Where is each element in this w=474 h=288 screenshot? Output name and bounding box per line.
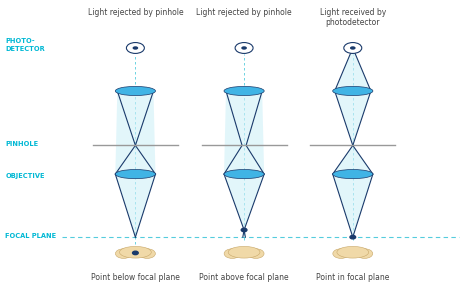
Polygon shape — [335, 48, 371, 91]
Ellipse shape — [248, 249, 264, 258]
Text: Light rejected by pinhole: Light rejected by pinhole — [196, 8, 292, 17]
Polygon shape — [335, 91, 371, 145]
Ellipse shape — [115, 170, 155, 179]
Circle shape — [127, 43, 145, 54]
Text: Point above focal plane: Point above focal plane — [199, 272, 289, 282]
Text: Point below focal plane: Point below focal plane — [91, 272, 180, 282]
Ellipse shape — [337, 246, 369, 258]
Polygon shape — [115, 174, 155, 237]
Circle shape — [344, 43, 362, 54]
Circle shape — [133, 46, 138, 50]
Ellipse shape — [116, 249, 132, 258]
Text: OBJECTIVE: OBJECTIVE — [5, 173, 45, 179]
Ellipse shape — [115, 86, 155, 96]
Ellipse shape — [119, 246, 151, 258]
Circle shape — [350, 235, 356, 239]
Ellipse shape — [333, 170, 373, 179]
Ellipse shape — [228, 246, 260, 258]
Polygon shape — [115, 91, 155, 174]
Ellipse shape — [224, 170, 264, 179]
Text: PINHOLE: PINHOLE — [5, 141, 38, 147]
Ellipse shape — [224, 86, 264, 96]
Polygon shape — [333, 145, 373, 174]
Circle shape — [350, 46, 356, 50]
Text: Light rejected by pinhole: Light rejected by pinhole — [88, 8, 183, 17]
Circle shape — [241, 228, 247, 232]
Circle shape — [241, 46, 247, 50]
Text: Light received by
photodetector: Light received by photodetector — [319, 8, 386, 27]
Ellipse shape — [224, 249, 240, 258]
Polygon shape — [224, 174, 264, 230]
Ellipse shape — [333, 86, 373, 96]
Ellipse shape — [333, 249, 349, 258]
Polygon shape — [224, 91, 264, 174]
Text: FOCAL PLANE: FOCAL PLANE — [5, 233, 56, 239]
Text: PHOTO-
DETECTOR: PHOTO- DETECTOR — [5, 38, 45, 52]
Ellipse shape — [356, 249, 373, 258]
Circle shape — [133, 251, 138, 255]
Ellipse shape — [139, 249, 155, 258]
Polygon shape — [333, 174, 373, 237]
Circle shape — [235, 43, 253, 54]
Text: Point in focal plane: Point in focal plane — [316, 272, 390, 282]
